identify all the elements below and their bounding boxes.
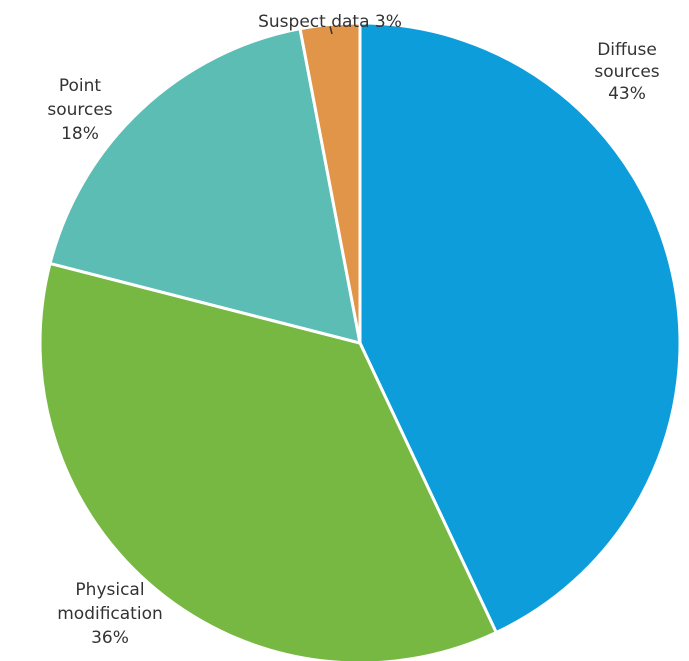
slice-label-diffuse-sources: Diffuse sources 43% (594, 40, 659, 104)
slice-label-line: sources (47, 100, 112, 120)
slice-label-suspect-data: Suspect data 3% (258, 12, 402, 32)
slice-label-physical-modification: Physical modification 36% (57, 580, 163, 648)
slice-label-line: Physical (75, 580, 144, 600)
pie-slice-suspect-data (298, 21, 362, 345)
pie-slice-physical-modification (38, 261, 498, 661)
slice-label-line: Suspect data 3% (258, 12, 402, 32)
leader-line-suspect-data (329, 26, 333, 35)
slice-label-point-sources: Point sources 18% (47, 76, 112, 144)
slice-label-line: sources (594, 62, 659, 82)
leader-lines (329, 26, 333, 35)
slice-label-line: 43% (608, 84, 646, 104)
pie-slice-point-sources (48, 27, 362, 345)
slice-label-line: Diffuse (597, 40, 657, 60)
slice-label-line: 36% (91, 628, 129, 648)
pie-slices (38, 21, 682, 661)
slice-label-line: 18% (61, 124, 99, 144)
slice-label-line: modification (57, 604, 163, 624)
slice-label-line: Point (59, 76, 102, 96)
pie-slice-diffuse-sources (358, 21, 682, 635)
slice-labels: Diffuse sources 43%Physical modification 36%… (47, 12, 659, 648)
